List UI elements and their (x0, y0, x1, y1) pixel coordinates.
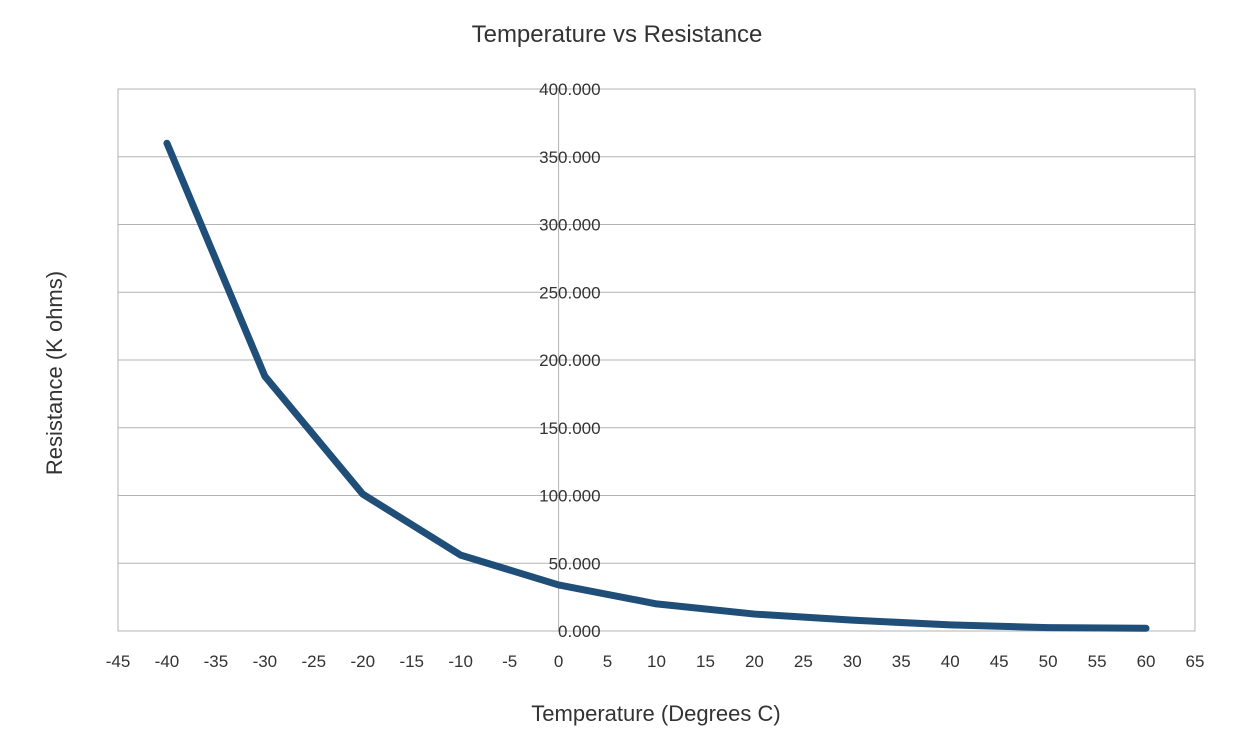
x-tick-label: 5 (603, 652, 612, 671)
y-tick-label: 400.000 (539, 80, 600, 99)
plot-area-border (117, 88, 1196, 632)
grid-lines (118, 88, 1195, 632)
y-tick-label: 250.000 (539, 283, 600, 302)
x-tick-label: 10 (647, 652, 666, 671)
x-tick-label: 25 (794, 652, 813, 671)
y-tick-label: 0.000 (558, 622, 601, 641)
y-tick-label: 300.000 (539, 216, 600, 235)
y-axis-label: Resistance (K ohms) (42, 271, 67, 475)
x-tick-label: -45 (106, 652, 131, 671)
x-axis-label: Temperature (Degrees C) (531, 701, 780, 726)
chart-title: Temperature vs Resistance (472, 21, 763, 48)
x-tick-label: -20 (350, 652, 375, 671)
x-tick-label: 50 (1039, 652, 1058, 671)
y-tick-label: 50.000 (549, 554, 601, 573)
x-tick-label: 0 (554, 652, 563, 671)
x-tick-label: -5 (502, 652, 517, 671)
x-tick-label: 45 (990, 652, 1009, 671)
y-tick-label: 350.000 (539, 148, 600, 167)
y-tick-label: 150.000 (539, 419, 600, 438)
x-tick-label: -10 (448, 652, 473, 671)
x-tick-label: 30 (843, 652, 862, 671)
x-tick-label: 55 (1088, 652, 1107, 671)
x-tick-label: 65 (1186, 652, 1205, 671)
x-tick-label: 20 (745, 652, 764, 671)
x-tick-label: 40 (941, 652, 960, 671)
x-tick-label: 35 (892, 652, 911, 671)
y-tick-label: 100.000 (539, 487, 600, 506)
x-tick-label: -15 (399, 652, 424, 671)
x-tick-label: -40 (155, 652, 180, 671)
x-tick-label: 15 (696, 652, 715, 671)
y-tick-label: 200.000 (539, 351, 600, 370)
x-tick-label: -30 (253, 652, 278, 671)
x-tick-label: 60 (1137, 652, 1156, 671)
x-tick-label: -35 (204, 652, 229, 671)
x-tick-label: -25 (302, 652, 327, 671)
y-tick-labels: 0.000 50.000 100.000 150.000 200.000 250.000 3… (539, 80, 600, 641)
series-line-0 (163, 139, 1150, 632)
series-layer (163, 139, 1150, 632)
x-tick-labels: -45 -40 -35 -30 -25 -20 -15 -10 -5 0 5 10 15 20 25 30 35… (106, 652, 1205, 671)
